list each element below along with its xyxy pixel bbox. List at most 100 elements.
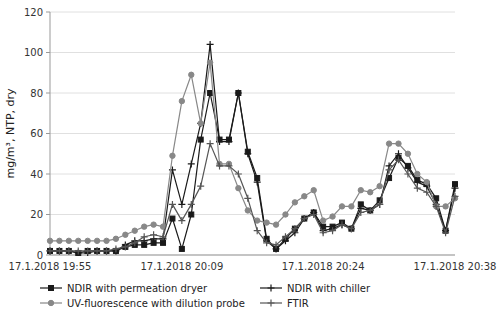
point xyxy=(452,193,459,200)
point xyxy=(311,188,316,193)
x-axis xyxy=(50,255,455,256)
point xyxy=(207,41,214,48)
point xyxy=(207,60,212,65)
point xyxy=(197,120,204,127)
point xyxy=(349,226,354,231)
point xyxy=(104,238,109,243)
point xyxy=(376,201,383,208)
point xyxy=(189,212,194,217)
point xyxy=(244,195,251,202)
y-tick xyxy=(46,52,50,53)
legend: NDIR with permeation dryer NDIR with chil… xyxy=(40,283,371,309)
point xyxy=(236,185,241,190)
point xyxy=(56,247,63,254)
point xyxy=(150,231,157,238)
point xyxy=(178,201,185,208)
point xyxy=(320,229,327,236)
point xyxy=(95,248,100,253)
point xyxy=(94,247,101,254)
point xyxy=(178,217,185,224)
point xyxy=(282,233,289,240)
point xyxy=(405,151,410,156)
y-tick-label: 60 xyxy=(30,128,43,139)
series-line xyxy=(50,93,455,253)
point xyxy=(330,214,335,219)
point xyxy=(367,207,374,214)
point xyxy=(264,220,269,225)
point xyxy=(235,90,242,97)
point xyxy=(141,233,148,240)
legend-marker xyxy=(268,285,275,292)
legend-marker xyxy=(268,300,275,307)
point xyxy=(65,247,72,254)
point xyxy=(283,212,288,217)
legend-label: NDIR with permeation dryer xyxy=(67,283,208,294)
point xyxy=(301,215,308,222)
point xyxy=(198,137,203,142)
y-tick xyxy=(46,93,50,94)
x-tick-label: 17.1.2018 19:55 xyxy=(9,261,92,272)
series-line xyxy=(50,44,455,253)
point xyxy=(170,153,175,158)
point xyxy=(367,207,374,214)
series-line xyxy=(50,144,455,251)
point xyxy=(442,229,449,236)
point xyxy=(443,204,448,209)
point xyxy=(424,179,429,184)
point xyxy=(236,91,241,96)
x-tick-label: 17.1.2018 20:24 xyxy=(282,261,365,272)
grid-line xyxy=(50,255,455,256)
legend-item: FTIR xyxy=(260,298,309,309)
legend-marker xyxy=(49,286,54,291)
point xyxy=(348,225,355,232)
series xyxy=(47,140,459,254)
point xyxy=(151,222,156,227)
point xyxy=(66,238,71,243)
point xyxy=(47,247,54,254)
point xyxy=(179,246,184,251)
point xyxy=(207,140,214,147)
y-tick-label: 100 xyxy=(24,47,43,58)
point xyxy=(395,156,402,163)
point xyxy=(188,201,195,208)
point xyxy=(273,222,278,227)
legend-item: NDIR with chiller xyxy=(260,283,371,294)
point xyxy=(292,200,297,205)
point xyxy=(216,162,223,169)
y-tick xyxy=(46,133,50,134)
point xyxy=(94,247,101,254)
point xyxy=(198,121,203,126)
point xyxy=(84,247,91,254)
point xyxy=(141,224,146,229)
point xyxy=(368,190,373,195)
point xyxy=(376,201,383,208)
point xyxy=(386,166,393,173)
series xyxy=(48,91,458,256)
point xyxy=(170,216,175,221)
point xyxy=(75,247,82,254)
chart: 02040608010012017.1.2018 19:5517.1.2018 … xyxy=(0,0,500,327)
point xyxy=(197,183,204,190)
point xyxy=(131,239,138,246)
point xyxy=(76,238,81,243)
point xyxy=(423,189,430,196)
point xyxy=(377,183,382,188)
grid-line xyxy=(50,133,455,134)
y-axis xyxy=(50,12,51,255)
point xyxy=(235,171,242,178)
point xyxy=(94,238,99,243)
point xyxy=(47,247,54,254)
point xyxy=(338,221,345,228)
x-tick-label: 17.1.2018 20:09 xyxy=(140,261,223,272)
point xyxy=(65,247,72,254)
y-tick xyxy=(46,174,50,175)
y-tick-label: 20 xyxy=(30,209,43,220)
point xyxy=(85,238,90,243)
point xyxy=(208,91,213,96)
point xyxy=(104,248,109,253)
point xyxy=(358,188,363,193)
point xyxy=(404,171,411,178)
point xyxy=(179,98,184,103)
point xyxy=(291,225,298,232)
point xyxy=(47,238,52,243)
